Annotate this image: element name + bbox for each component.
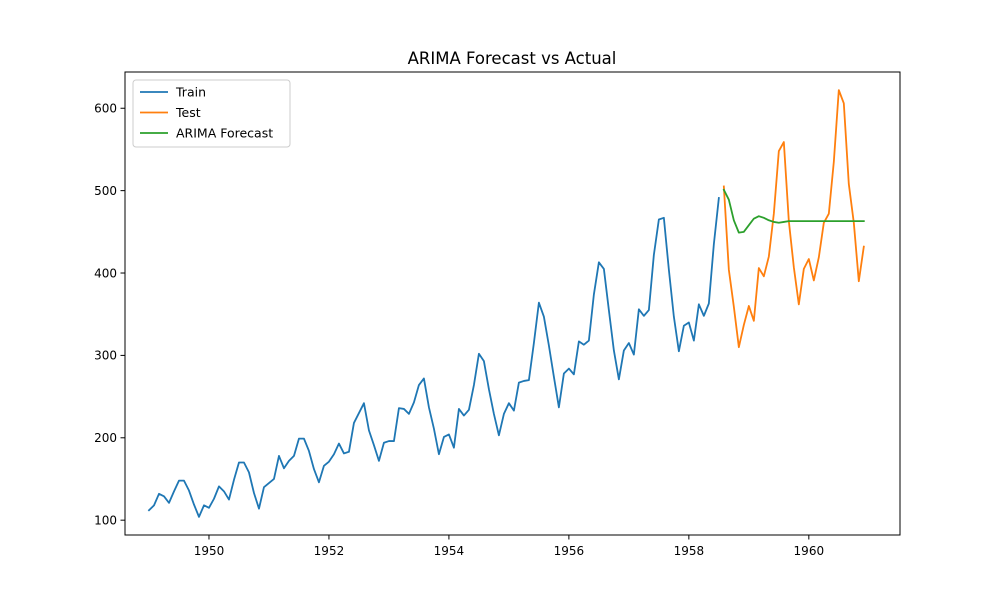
y-tick-label: 400 — [94, 266, 117, 280]
x-tick-label: 1952 — [314, 544, 345, 558]
series-line-train — [147, 197, 720, 518]
series-line-arima-forecast — [722, 188, 865, 234]
legend-label-arima-forecast: ARIMA Forecast — [176, 126, 273, 141]
x-tick-label: 1950 — [194, 544, 225, 558]
y-tick-label: 100 — [94, 513, 117, 527]
axes-layer: 1950 1952 1954 1956 1958 1960 100 200 300 400 500 6… — [94, 71, 901, 558]
series-line-test — [722, 89, 865, 349]
x-tick-label: 1956 — [554, 544, 585, 558]
y-tick-label: 500 — [94, 184, 117, 198]
chart-title: ARIMA Forecast vs Actual — [408, 49, 617, 68]
series-layer — [147, 89, 865, 518]
y-tick-label: 200 — [94, 431, 117, 445]
legend-box — [132, 79, 291, 148]
plot-frame — [124, 71, 901, 536]
x-tick-label: 1960 — [794, 544, 825, 558]
y-tick-label: 600 — [94, 102, 117, 116]
y-tick-label: 300 — [94, 349, 117, 363]
legend: Train Test ARIMA Forecast — [132, 79, 291, 148]
legend-label-test: Test — [175, 105, 201, 120]
legend-label-train: Train — [175, 85, 206, 100]
x-tick-label: 1954 — [434, 544, 465, 558]
x-tick-label: 1958 — [674, 544, 705, 558]
